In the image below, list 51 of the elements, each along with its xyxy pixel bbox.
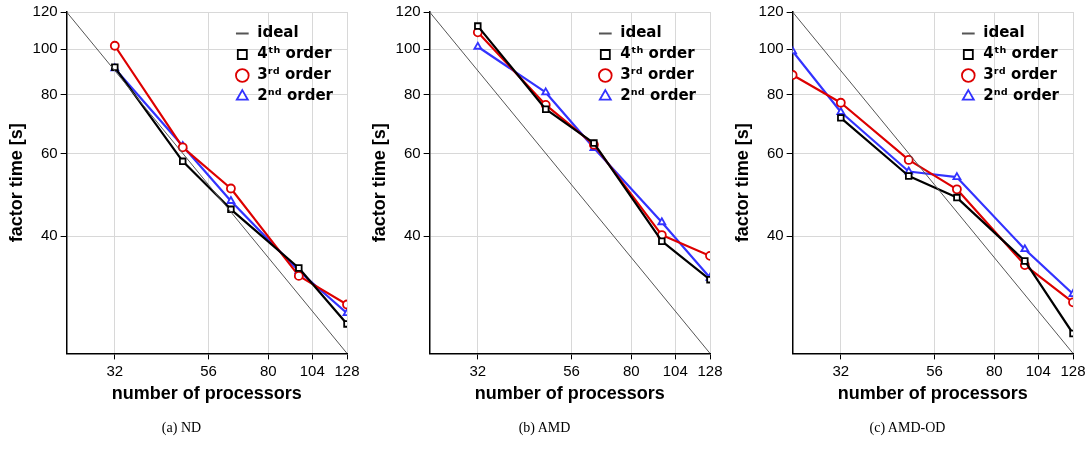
text: (a) ND	[160, 420, 203, 436]
y-tick-label: 40	[766, 226, 784, 244]
x-tick-label: 32	[469, 361, 487, 379]
x-tick-label: 80	[985, 361, 1003, 379]
legend-label: 3ʳᵈ order	[257, 65, 332, 84]
x-tick-label: 128	[697, 361, 723, 379]
legend-label: ideal	[983, 23, 1025, 42]
legend-label: ideal	[620, 23, 662, 42]
x-tick-label: 128	[1060, 361, 1086, 379]
x-tick-label: 56	[200, 361, 217, 379]
legend-label: 2ⁿᵈ order	[983, 86, 1060, 105]
y-tick-label: 100	[758, 39, 784, 57]
y-tick-label: 40	[403, 226, 421, 244]
legend-label: 4ᵗʰ order	[983, 44, 1059, 63]
y-axis-title: factor time [s]	[731, 123, 752, 243]
y-tick-label: 60	[40, 143, 58, 161]
legend-label: 3ʳᵈ order	[620, 65, 695, 84]
x-axis-title: number of processors	[111, 383, 302, 404]
x-tick-label: 56	[926, 361, 943, 379]
x-tick-label: 32	[106, 361, 124, 379]
x-axis-title: number of processors	[474, 383, 665, 404]
y-tick-label: 80	[766, 84, 784, 102]
legend-label: ideal	[257, 23, 299, 42]
y-tick-label: 60	[403, 143, 421, 161]
x-tick-label: 104	[1025, 361, 1051, 379]
legend-label: 2ⁿᵈ order	[620, 86, 697, 105]
y-tick-label: 120	[395, 2, 421, 20]
legend-label: 2ⁿᵈ order	[257, 86, 334, 105]
legend-label: 4ᵗʰ order	[620, 44, 696, 63]
x-tick-label: 128	[334, 361, 360, 379]
x-axis-title: number of processors	[837, 383, 1028, 404]
x-tick-label: 104	[662, 361, 688, 379]
y-tick-label: 80	[403, 84, 421, 102]
legend-label: 3ʳᵈ order	[983, 65, 1058, 84]
y-axis-title: factor time [s]	[5, 123, 26, 243]
x-tick-label: 80	[622, 361, 640, 379]
y-tick-label: 40	[40, 226, 58, 244]
y-tick-label: 80	[40, 84, 58, 102]
y-tick-label: 100	[32, 39, 58, 57]
x-tick-label: 80	[259, 361, 277, 379]
x-tick-label: 32	[832, 361, 850, 379]
x-tick-label: 56	[563, 361, 580, 379]
x-tick-label: 104	[299, 361, 325, 379]
y-tick-label: 60	[766, 143, 784, 161]
y-tick-label: 120	[32, 2, 58, 20]
y-tick-label: 120	[758, 2, 784, 20]
text: (b) AMD	[517, 420, 572, 436]
y-axis-title: factor time [s]	[368, 123, 389, 243]
legend-label: 4ᵗʰ order	[257, 44, 333, 63]
y-tick-label: 100	[395, 39, 421, 57]
text: (c) AMD-OD	[868, 420, 947, 436]
